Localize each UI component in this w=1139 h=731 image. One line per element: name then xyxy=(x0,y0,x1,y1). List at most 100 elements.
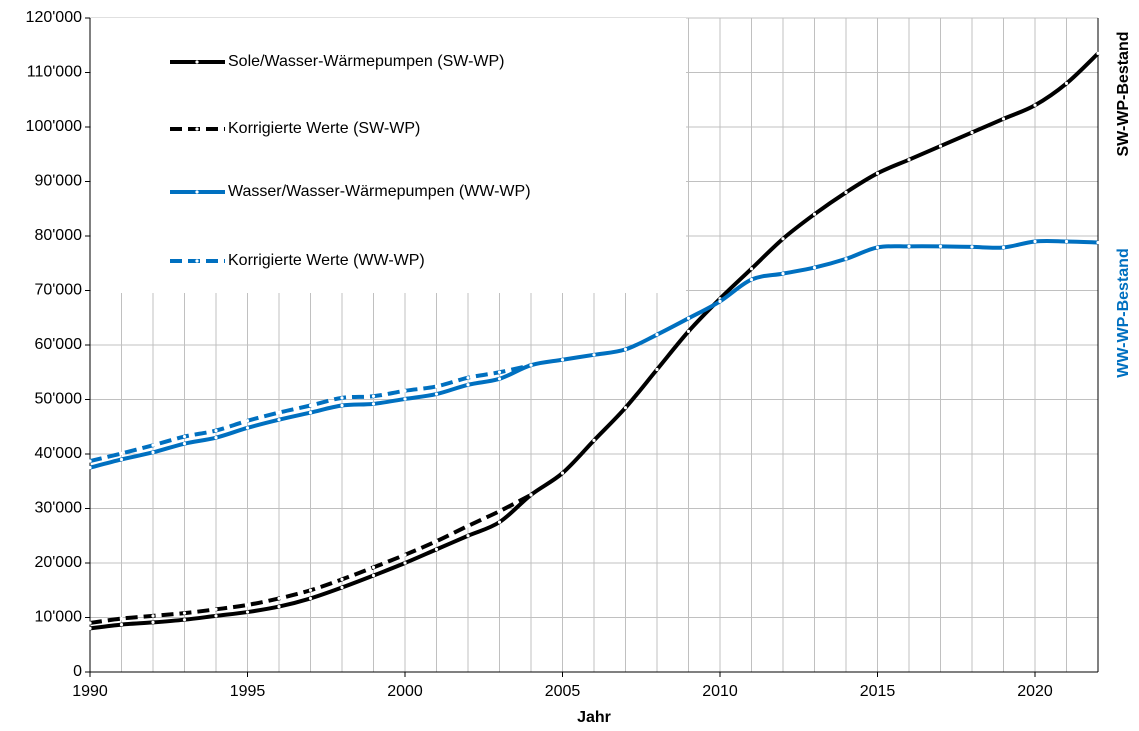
data-point xyxy=(907,244,911,248)
data-point xyxy=(844,190,848,194)
data-point xyxy=(119,457,124,462)
legend-label: Korrigierte Werte (WW-WP) xyxy=(228,252,425,269)
data-point xyxy=(655,367,659,372)
data-point xyxy=(497,377,502,381)
data-point xyxy=(308,403,313,408)
x-tick-label: 2005 xyxy=(545,683,581,700)
x-tick-label: 1990 xyxy=(72,683,108,700)
data-point xyxy=(875,171,880,175)
data-point xyxy=(245,603,250,607)
data-point xyxy=(466,524,470,528)
y-tick-label: 50'000 xyxy=(34,391,82,408)
data-point xyxy=(308,410,313,415)
data-point xyxy=(686,316,691,320)
y-tick-label: 100'000 xyxy=(26,118,83,135)
data-point xyxy=(245,419,250,423)
data-point xyxy=(88,621,92,625)
x-tick-label: 2015 xyxy=(860,683,896,700)
legend-label: Korrigierte Werte (SW-WP) xyxy=(228,120,420,137)
y-tick-label: 10'000 xyxy=(34,609,82,626)
y-axis-label: SW-WP-Bestand xyxy=(1115,31,1132,156)
data-point xyxy=(371,394,376,398)
legend-marker xyxy=(195,190,199,194)
data-point xyxy=(403,561,407,565)
data-point xyxy=(245,426,250,430)
data-point xyxy=(497,520,502,524)
x-axis-label: Jahr xyxy=(577,709,611,726)
data-point xyxy=(623,406,628,410)
data-point xyxy=(119,622,124,627)
data-point xyxy=(1033,239,1037,244)
data-point xyxy=(938,144,943,148)
data-point xyxy=(403,553,407,557)
y-tick-label: 120'000 xyxy=(26,9,83,26)
data-point xyxy=(151,620,155,625)
data-point xyxy=(434,547,439,551)
data-point xyxy=(686,329,691,333)
data-point xyxy=(781,272,785,276)
y-tick-label: 70'000 xyxy=(34,282,82,299)
data-point xyxy=(623,347,628,351)
data-point xyxy=(151,614,155,618)
legend-marker xyxy=(195,60,199,64)
data-point xyxy=(151,443,155,447)
data-point xyxy=(907,158,911,162)
data-point xyxy=(1064,81,1069,85)
data-point xyxy=(749,278,754,282)
data-point xyxy=(529,363,533,367)
legend-label: Wasser/Wasser-Wärmepumpen (WW-WP) xyxy=(228,183,531,200)
data-point xyxy=(88,626,92,631)
data-point xyxy=(749,267,754,271)
y-tick-label: 110'000 xyxy=(27,64,82,81)
data-point xyxy=(340,396,344,400)
data-point xyxy=(560,471,565,475)
data-point xyxy=(812,266,817,270)
data-point xyxy=(371,573,376,578)
legend-marker xyxy=(195,259,199,263)
data-point xyxy=(781,237,785,241)
data-point xyxy=(1001,245,1006,250)
data-point xyxy=(1064,239,1069,244)
data-point xyxy=(214,607,218,611)
data-point xyxy=(277,410,281,415)
data-point xyxy=(655,333,659,337)
data-point xyxy=(938,244,943,248)
data-point xyxy=(1001,117,1006,121)
data-point xyxy=(371,565,376,569)
data-point xyxy=(371,402,376,406)
data-point xyxy=(403,397,407,401)
data-point xyxy=(529,493,533,497)
data-point xyxy=(592,353,596,357)
x-tick-label: 2020 xyxy=(1017,683,1053,700)
x-tick-label: 2000 xyxy=(387,683,423,700)
data-point xyxy=(1096,51,1100,56)
data-point xyxy=(560,358,565,362)
data-point xyxy=(214,428,218,433)
data-point xyxy=(844,257,848,261)
data-point xyxy=(151,450,155,454)
data-point xyxy=(466,383,470,387)
x-tick-label: 1995 xyxy=(230,683,266,700)
data-point xyxy=(1033,103,1037,107)
data-point xyxy=(308,596,313,601)
data-point xyxy=(875,245,880,250)
data-point xyxy=(434,539,439,543)
data-point xyxy=(119,451,124,456)
data-point xyxy=(182,442,187,446)
data-point xyxy=(277,418,281,422)
y-tick-label: 20'000 xyxy=(34,554,82,571)
data-point xyxy=(497,370,502,374)
x-tick-label: 2010 xyxy=(702,683,738,700)
y-tick-label: 60'000 xyxy=(34,336,82,353)
data-point xyxy=(340,585,344,590)
data-point xyxy=(592,438,596,442)
data-point xyxy=(812,212,817,216)
y-tick-label: 40'000 xyxy=(34,445,82,462)
y-axis-label-2: WW-WP-Bestand xyxy=(1115,248,1132,377)
data-point xyxy=(466,534,470,538)
data-point xyxy=(340,403,344,408)
data-point xyxy=(245,610,250,614)
data-point xyxy=(403,389,407,393)
data-point xyxy=(214,436,218,440)
